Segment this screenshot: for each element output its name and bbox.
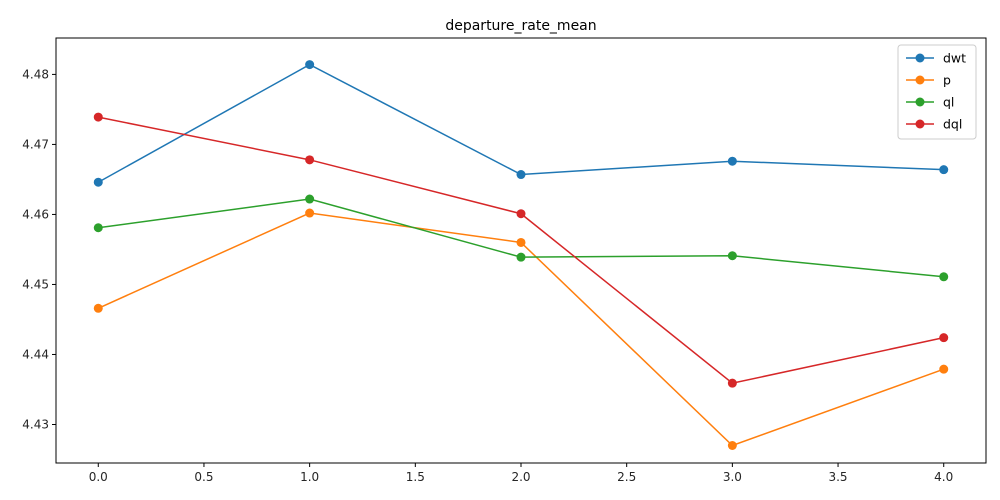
legend-item-p: p bbox=[906, 73, 951, 88]
plot-area bbox=[55, 37, 987, 464]
legend-label: ql bbox=[943, 95, 954, 110]
data-point-ql bbox=[939, 272, 949, 282]
x-tick-label: 1.5 bbox=[406, 470, 425, 484]
y-tick-label: 4.46 bbox=[22, 207, 49, 221]
x-tick-label: 3.0 bbox=[723, 470, 742, 484]
legend-marker bbox=[915, 53, 925, 63]
series-layer bbox=[93, 60, 949, 450]
data-point-p bbox=[516, 237, 526, 247]
data-point-ql bbox=[727, 251, 737, 261]
chart-title: departure_rate_mean bbox=[445, 18, 596, 34]
series-dwt bbox=[93, 60, 949, 187]
x-tick-label: 4.0 bbox=[934, 470, 953, 484]
x-tick-label: 2.0 bbox=[511, 470, 530, 484]
legend-item-ql: ql bbox=[906, 95, 954, 110]
data-point-dql bbox=[939, 333, 949, 343]
series-line-p bbox=[97, 212, 944, 447]
x-tick-label: 2.5 bbox=[617, 470, 636, 484]
legend-item-dwt: dwt bbox=[906, 51, 966, 66]
y-tick-label: 4.47 bbox=[22, 137, 49, 151]
data-point-dwt bbox=[939, 165, 949, 175]
legend-label: dql bbox=[943, 117, 962, 132]
legend-marker bbox=[915, 97, 925, 107]
y-tick-label: 4.45 bbox=[22, 277, 49, 291]
data-point-dql bbox=[727, 378, 737, 388]
series-line-dwt bbox=[97, 63, 944, 183]
legend-box bbox=[897, 44, 977, 140]
series-p bbox=[93, 208, 949, 450]
legend-label: dwt bbox=[943, 51, 966, 66]
data-point-ql bbox=[516, 252, 526, 262]
legend-marker bbox=[915, 75, 925, 85]
data-point-p bbox=[727, 440, 737, 450]
data-point-dwt bbox=[727, 156, 737, 166]
data-point-ql bbox=[305, 194, 315, 204]
data-point-dwt bbox=[516, 170, 526, 180]
x-tick-label: 0.0 bbox=[89, 470, 108, 484]
legend-item-dql: dql bbox=[906, 117, 962, 132]
x-tick-label: 0.5 bbox=[194, 470, 213, 484]
y-axis: 4.43 4.44 4.45 4.46 4.47 4.48 bbox=[22, 67, 56, 431]
legend-marker bbox=[915, 119, 925, 129]
plot-frame bbox=[55, 37, 987, 464]
legend-label: p bbox=[943, 73, 951, 88]
data-point-p bbox=[939, 364, 949, 374]
y-tick-label: 4.43 bbox=[22, 417, 49, 431]
x-tick-label: 3.5 bbox=[828, 470, 847, 484]
x-tick-label: 1.0 bbox=[300, 470, 319, 484]
x-axis: 0.0 0.5 1.0 1.5 2.0 2.5 3.0 3.5 4.0 bbox=[89, 463, 953, 484]
data-point-dwt bbox=[93, 177, 103, 187]
data-point-dql bbox=[305, 155, 315, 165]
data-point-dql bbox=[93, 112, 103, 122]
series-line-dql bbox=[98, 116, 944, 384]
data-point-dwt bbox=[305, 60, 315, 70]
data-point-p bbox=[93, 303, 103, 313]
legend: dwt p ql dql bbox=[897, 44, 977, 140]
data-point-p bbox=[305, 208, 315, 218]
data-point-dql bbox=[516, 209, 526, 219]
y-tick-label: 4.44 bbox=[22, 347, 49, 361]
data-point-ql bbox=[93, 223, 103, 233]
series-ql bbox=[93, 194, 949, 282]
series-dql bbox=[93, 112, 949, 388]
y-tick-label: 4.48 bbox=[22, 67, 49, 81]
